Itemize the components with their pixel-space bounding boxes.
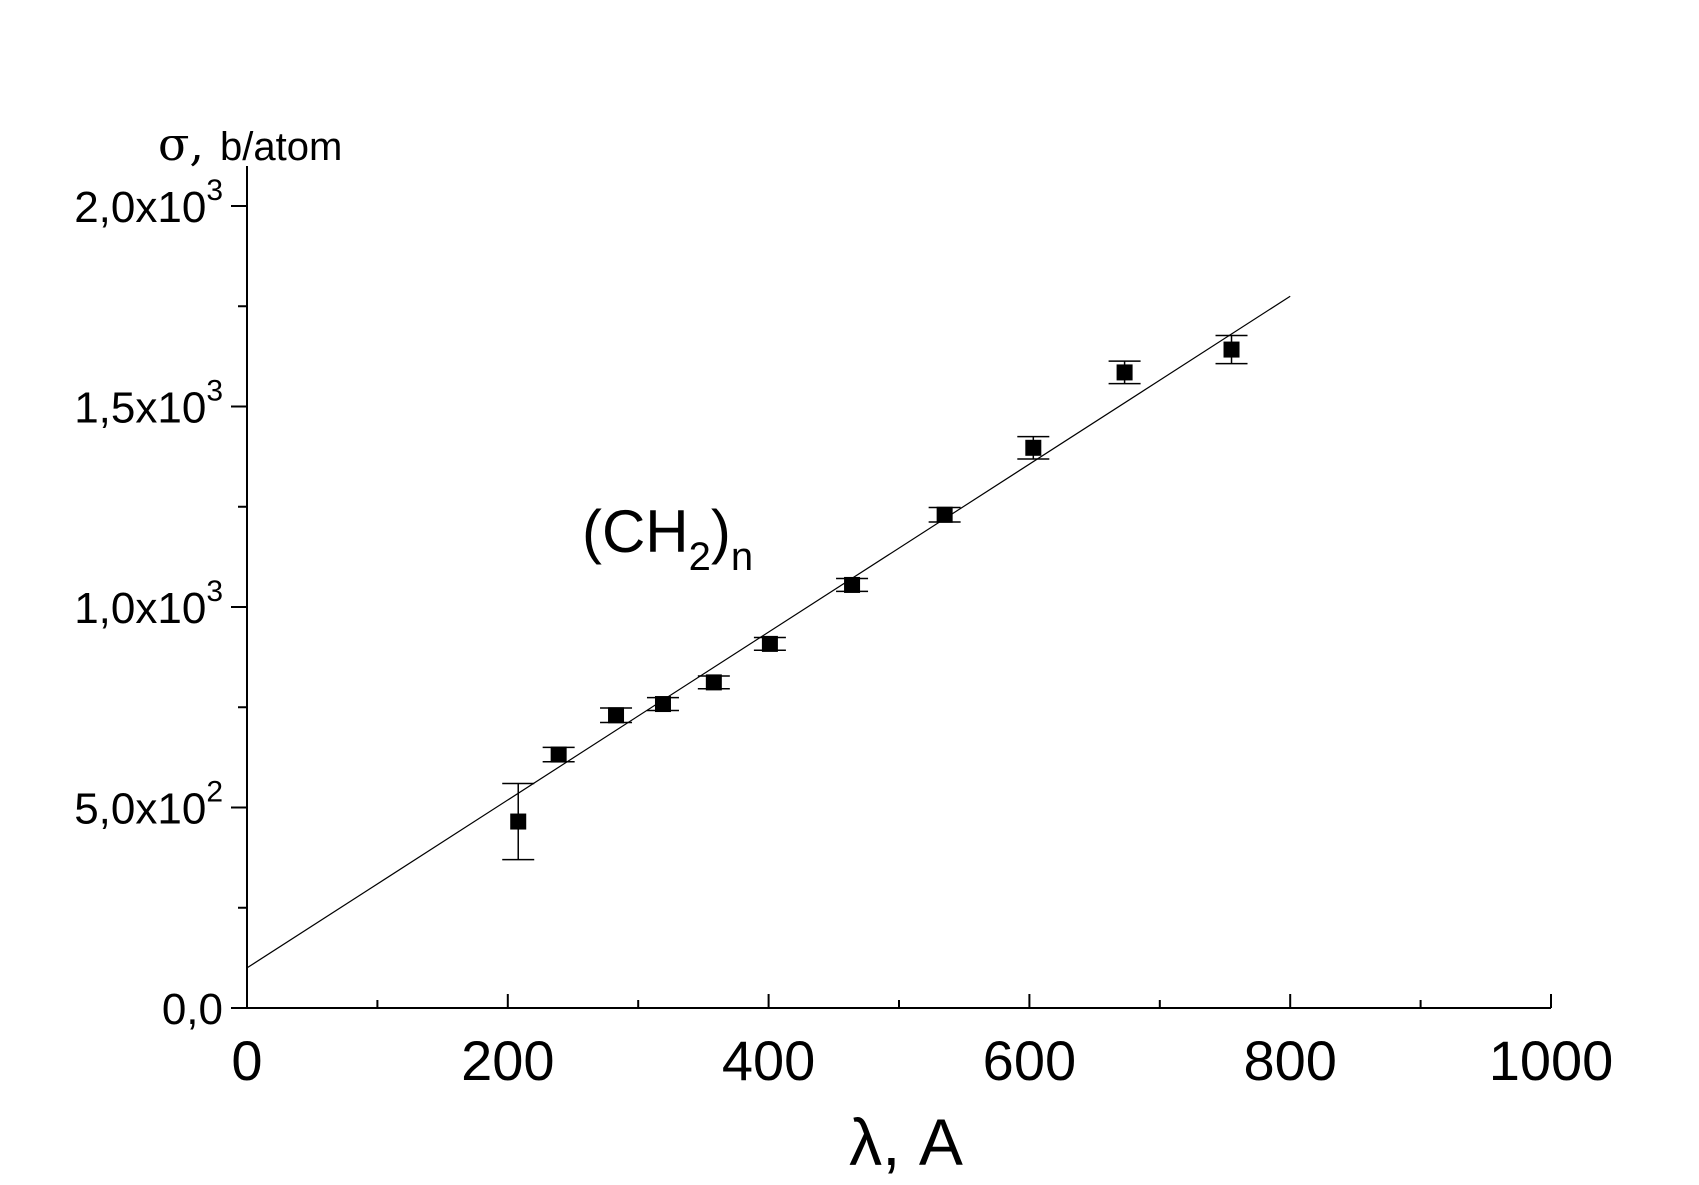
annotation-close: ) [711, 498, 731, 565]
annotation-main: (CH [582, 498, 689, 565]
y-tick-exponent: 3 [206, 575, 223, 608]
data-point [1223, 341, 1240, 358]
y-tick-mantissa: 0,0 [162, 985, 223, 1034]
x-tick-label: 200 [461, 1029, 554, 1092]
data-point [761, 635, 778, 652]
data-point [608, 707, 625, 724]
series-annotation: (CH2)n [582, 498, 753, 579]
x-tick-label: 0 [231, 1029, 262, 1092]
data-point [654, 696, 671, 713]
data-point [844, 576, 861, 593]
data-point [550, 746, 567, 763]
data-point [1025, 439, 1042, 456]
x-tick-label: 600 [983, 1029, 1076, 1092]
y-tick-mantissa: 1,0x10 [74, 584, 206, 633]
y-tick-exponent: 3 [206, 375, 223, 408]
y-tick-mantissa: 1,5x10 [74, 384, 206, 433]
axes [246, 166, 1551, 1009]
y-tick-mantissa: 5,0x10 [74, 785, 206, 834]
annotation-sub-2: 2 [689, 535, 711, 579]
y-tick-label: 0,0 [162, 985, 223, 1034]
y-axis-unit: b/atom [220, 125, 342, 169]
y-tick-mantissa: 2,0x10 [74, 183, 206, 232]
annotation-sub-n: n [731, 535, 753, 579]
y-axis-label: σ, b/atom [158, 117, 342, 171]
y-tick-label: 2,0x103 [74, 174, 223, 232]
x-tick-labels: 0 200 400 600 800 1000 [231, 1029, 1613, 1092]
data-point [510, 813, 527, 830]
data-point [705, 674, 722, 691]
data-points [510, 341, 1240, 830]
x-tick-label: 1000 [1489, 1029, 1614, 1092]
data-point [1116, 364, 1133, 381]
y-tick-label: 1,5x103 [74, 375, 223, 433]
y-axis-symbol: σ, [158, 117, 204, 171]
y-tick-exponent: 2 [206, 776, 223, 809]
error-bars [502, 334, 1248, 861]
x-tick-label: 400 [722, 1029, 815, 1092]
ticks [231, 205, 1552, 1009]
fit-line [246, 295, 1291, 969]
y-tick-exponent: 3 [206, 174, 223, 207]
x-axis-label: λ, A [849, 1105, 963, 1179]
y-tick-label: 1,0x103 [74, 575, 223, 633]
data-point [936, 506, 953, 523]
y-tick-label: 5,0x102 [74, 776, 223, 834]
x-tick-label: 800 [1243, 1029, 1336, 1092]
